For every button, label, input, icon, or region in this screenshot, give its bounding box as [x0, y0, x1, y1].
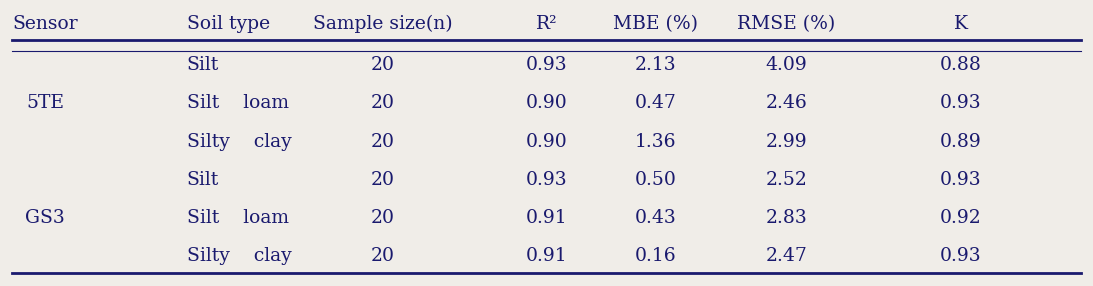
- Text: GS3: GS3: [25, 209, 64, 227]
- Text: 0.90: 0.90: [526, 133, 567, 151]
- Text: Silt    loam: Silt loam: [187, 209, 289, 227]
- Text: 5TE: 5TE: [26, 94, 64, 112]
- Text: 2.83: 2.83: [765, 209, 808, 227]
- Text: 0.43: 0.43: [635, 209, 677, 227]
- Text: 0.93: 0.93: [940, 247, 982, 265]
- Text: 0.90: 0.90: [526, 94, 567, 112]
- Text: 2.47: 2.47: [765, 247, 808, 265]
- Text: MBE (%): MBE (%): [613, 15, 698, 33]
- Text: Silt: Silt: [187, 171, 219, 189]
- Text: Sample size(n): Sample size(n): [314, 15, 453, 33]
- Text: Silt    loam: Silt loam: [187, 94, 289, 112]
- Text: K: K: [954, 15, 967, 33]
- Text: 0.89: 0.89: [940, 133, 982, 151]
- Text: 20: 20: [371, 133, 395, 151]
- Text: 20: 20: [371, 94, 395, 112]
- Text: 2.99: 2.99: [765, 133, 807, 151]
- Text: 0.50: 0.50: [635, 171, 677, 189]
- Text: Silty    clay: Silty clay: [187, 133, 292, 151]
- Text: R²: R²: [536, 15, 557, 33]
- Text: Sensor: Sensor: [12, 15, 78, 33]
- Text: 1.36: 1.36: [635, 133, 677, 151]
- Text: Soil type: Soil type: [187, 15, 270, 33]
- Text: 0.91: 0.91: [526, 209, 567, 227]
- Text: 0.88: 0.88: [940, 56, 982, 74]
- Text: 20: 20: [371, 171, 395, 189]
- Text: 0.16: 0.16: [635, 247, 677, 265]
- Text: RMSE (%): RMSE (%): [737, 15, 835, 33]
- Text: 0.93: 0.93: [940, 94, 982, 112]
- Text: 4.09: 4.09: [765, 56, 808, 74]
- Text: Silty    clay: Silty clay: [187, 247, 292, 265]
- Text: 0.93: 0.93: [526, 171, 567, 189]
- Text: 20: 20: [371, 56, 395, 74]
- Text: 20: 20: [371, 209, 395, 227]
- Text: Silt: Silt: [187, 56, 219, 74]
- Text: 2.52: 2.52: [765, 171, 808, 189]
- Text: 0.92: 0.92: [940, 209, 982, 227]
- Text: 0.93: 0.93: [526, 56, 567, 74]
- Text: 20: 20: [371, 247, 395, 265]
- Text: 2.46: 2.46: [765, 94, 808, 112]
- Text: 2.13: 2.13: [635, 56, 677, 74]
- Text: 0.93: 0.93: [940, 171, 982, 189]
- Text: 0.47: 0.47: [635, 94, 677, 112]
- Text: 0.91: 0.91: [526, 247, 567, 265]
